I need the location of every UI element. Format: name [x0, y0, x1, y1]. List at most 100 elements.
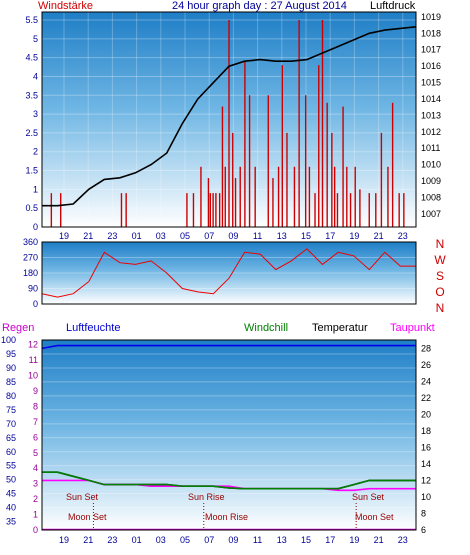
panel2-frame: [41, 241, 417, 305]
humidity-tick-label-3: 50: [6, 475, 16, 485]
x-tick-label-top-7: 09: [228, 231, 238, 241]
pressure-tick-label-12: 1019: [421, 12, 441, 22]
direction-tick-label-2: 180: [23, 268, 38, 278]
temperature-tick-label-5: 16: [421, 442, 431, 452]
chart-title: 24 hour graph day : 27 August 2014: [172, 0, 347, 12]
series-line-luftfeuchte: [41, 344, 416, 350]
temperature-tick-label-11: 28: [421, 343, 431, 353]
x-tick-label-bottom-14: 23: [398, 535, 408, 545]
x-tick-label-top-10: 15: [301, 231, 311, 241]
x-tick-label-top-8: 11: [253, 231, 262, 241]
wind-tick-label-1: 0.5: [25, 203, 38, 213]
x-tick-label-bottom-10: 15: [301, 535, 311, 545]
rain-tick-label-3: 3: [33, 479, 38, 489]
wind-tick-label-2: 1: [33, 184, 38, 194]
temperature-tick-label-8: 22: [421, 393, 431, 403]
x-tick-label-bottom-11: 17: [325, 535, 335, 545]
humidity-tick-label-5: 60: [6, 447, 16, 457]
rain-tick-label-8: 8: [33, 401, 38, 411]
sunrise-label: Sun Rise: [188, 492, 225, 502]
x-tick-label-bottom-5: 05: [180, 535, 190, 545]
humidity-tick-label-9: 80: [6, 391, 16, 401]
x-tick-label-top-0: 19: [59, 231, 69, 241]
rain-tick-label-0: 0: [33, 525, 38, 535]
pressure-tick-label-5: 1012: [421, 127, 441, 137]
wind-tick-label-8: 4: [33, 71, 38, 81]
humidity-tick-label-0: 35: [6, 517, 16, 527]
rain-tick-label-12: 12: [28, 340, 38, 350]
pressure-tick-label-7: 1014: [421, 94, 441, 104]
rain-tick-label-11: 11: [29, 355, 38, 365]
x-tick-label-bottom-8: 11: [253, 535, 262, 545]
direction-line: [41, 248, 416, 298]
pressure-tick-label-4: 1011: [421, 143, 440, 153]
temperature-tick-label-1: 8: [421, 508, 426, 518]
x-tick-label-top-2: 23: [107, 231, 117, 241]
humidity-tick-label-1: 40: [6, 503, 16, 513]
wind-tick-label-10: 5: [33, 34, 38, 44]
humidity-tick-label-8: 75: [6, 405, 16, 415]
direction-tick-label-1: 90: [28, 284, 38, 294]
windchill-label: Windchill: [244, 322, 288, 334]
humidity-tick-label-6: 65: [6, 433, 16, 443]
temperature-tick-label-10: 26: [421, 360, 431, 370]
x-tick-label-top-13: 21: [374, 231, 384, 241]
pressure-tick-label-1: 1008: [421, 192, 441, 202]
direction-tick-label-4: 360: [23, 237, 38, 247]
panel3-frame: [41, 339, 417, 531]
temperature-tick-label-7: 20: [421, 409, 431, 419]
humidity-tick-label-2: 45: [6, 489, 16, 499]
compass-letter-0: N: [436, 237, 445, 251]
humidity-label: Luftfeuchte: [66, 322, 120, 334]
direction-tick-label-3: 270: [23, 253, 38, 263]
temperature-label: Temperatur: [312, 322, 368, 334]
x-tick-label-top-9: 13: [277, 231, 287, 241]
x-tick-label-top-1: 21: [83, 231, 93, 241]
wind-tick-label-9: 4.5: [25, 53, 38, 63]
temperature-tick-label-2: 10: [421, 492, 431, 502]
temperature-tick-label-6: 18: [421, 426, 431, 436]
x-tick-label-bottom-6: 07: [204, 535, 214, 545]
x-tick-label-top-12: 19: [349, 231, 359, 241]
pressure-tick-label-6: 1013: [421, 110, 441, 120]
pressure-tick-label-11: 1018: [421, 28, 441, 38]
x-tick-label-bottom-2: 23: [107, 535, 117, 545]
humidity-tick-label-4: 55: [6, 461, 16, 471]
x-tick-label-bottom-7: 09: [228, 535, 238, 545]
wind-tick-label-5: 2.5: [25, 128, 38, 138]
rain-tick-label-10: 10: [28, 371, 38, 381]
temperature-tick-label-4: 14: [421, 459, 431, 469]
pressure-axis-title: Luftdruck: [370, 0, 416, 12]
dewpoint-label: Taupunkt: [390, 322, 435, 334]
x-tick-label-top-4: 03: [156, 231, 166, 241]
sunset-label-2: Sun Set: [352, 492, 385, 502]
pressure-tick-label-2: 1009: [421, 176, 441, 186]
wind-tick-label-11: 5.5: [25, 15, 38, 25]
humidity-tick-label-12: 95: [6, 349, 16, 359]
x-tick-label-top-14: 23: [398, 231, 408, 241]
compass-letter-4: N: [436, 301, 445, 315]
rain-tick-label-7: 7: [33, 417, 38, 427]
compass-letter-2: S: [436, 269, 444, 283]
x-tick-label-bottom-13: 21: [374, 535, 384, 545]
rain-tick-label-1: 1: [33, 510, 38, 520]
wind-tick-label-6: 3: [33, 109, 38, 119]
x-tick-label-top-5: 05: [180, 231, 190, 241]
pressure-line: [42, 26, 417, 207]
sunset-label-1: Sun Set: [66, 492, 99, 502]
moonset-label-2: Moon Set: [355, 512, 394, 522]
pressure-tick-label-8: 1015: [421, 78, 441, 88]
moonset-label-1: Moon Set: [68, 512, 107, 522]
panel1-frame: [41, 11, 417, 228]
wind-tick-label-0: 0: [33, 222, 38, 232]
humidity-tick-label-13: 100: [1, 335, 16, 345]
direction-tick-label-0: 0: [33, 299, 38, 309]
x-tick-label-bottom-9: 13: [277, 535, 287, 545]
pressure-tick-label-10: 1017: [421, 45, 441, 55]
wind-tick-label-4: 2: [33, 147, 38, 157]
rain-label: Regen: [2, 322, 34, 334]
series-line-windchill: [42, 471, 416, 490]
compass-letter-1: W: [434, 253, 446, 267]
